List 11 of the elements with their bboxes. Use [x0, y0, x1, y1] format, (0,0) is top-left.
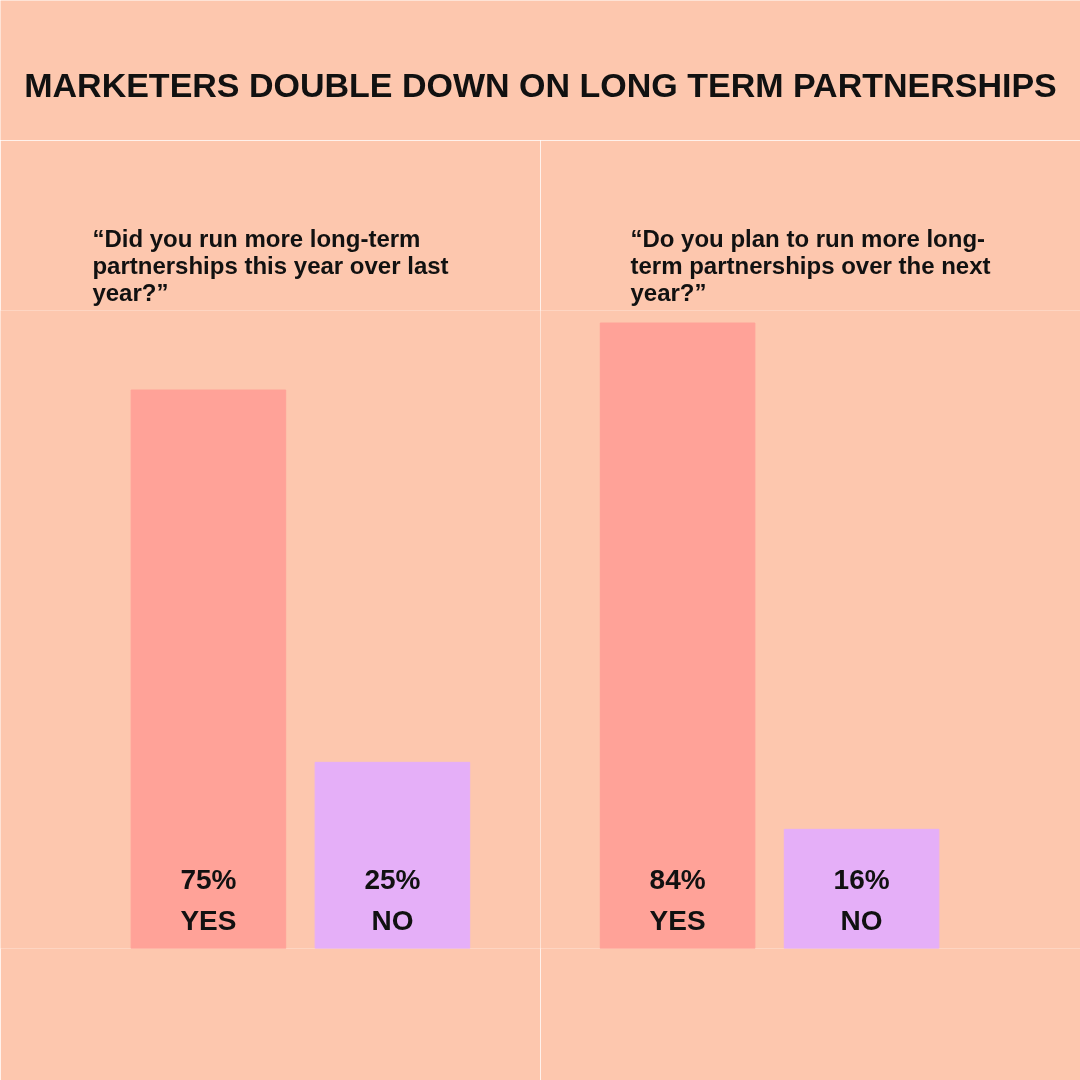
category-label: YES — [180, 905, 237, 937]
data-label: 84% — [649, 864, 706, 896]
category-label: YES — [649, 905, 706, 937]
data-label: 25% — [364, 864, 421, 896]
category-label: NO — [371, 905, 414, 937]
category-label: NO — [840, 905, 883, 937]
text: MARKETERS DOUBLE DOWN ON LONG TERM PARTNERSHIPS — [24, 65, 1057, 104]
chart-title: “Do you plan to run more long-term partnerships over the next year?” — [630, 224, 991, 306]
data-label: 75% — [180, 864, 237, 896]
data-label: 16% — [833, 864, 890, 896]
chart-title: “Did you run more long-term partnerships this year over last year?” — [92, 224, 449, 306]
